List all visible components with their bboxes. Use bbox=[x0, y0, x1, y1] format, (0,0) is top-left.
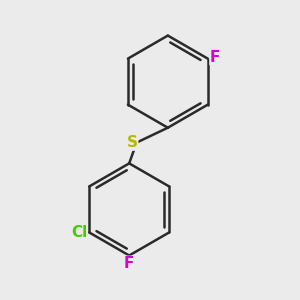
Text: Cl: Cl bbox=[71, 225, 87, 240]
Text: F: F bbox=[210, 50, 220, 64]
Text: S: S bbox=[127, 135, 138, 150]
Text: F: F bbox=[124, 256, 134, 271]
